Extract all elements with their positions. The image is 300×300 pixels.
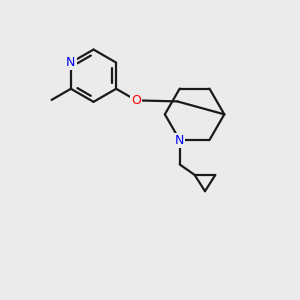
Text: N: N [175,134,184,147]
Text: O: O [131,94,141,107]
Text: N: N [66,56,76,69]
